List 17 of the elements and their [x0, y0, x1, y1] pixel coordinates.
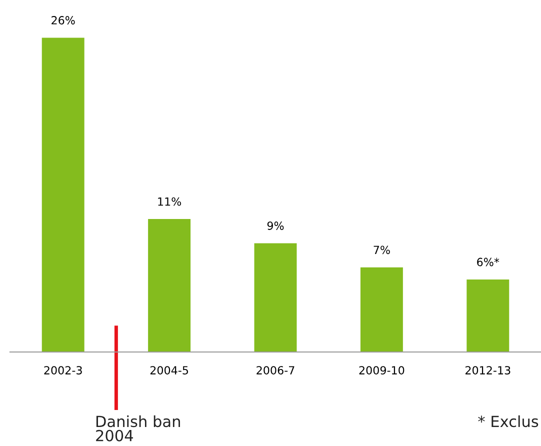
- text: * Exclus: [478, 415, 538, 428]
- bar: [42, 38, 84, 352]
- bar: [360, 267, 403, 352]
- bar: [148, 219, 191, 352]
- data-label: 11%: [158, 197, 182, 206]
- text: Danish ban 2004: [96, 415, 180, 442]
- data-label: 7%: [374, 246, 390, 254]
- bar: [466, 279, 510, 352]
- x-tick-label: 2012-13: [466, 366, 510, 374]
- x-tick-label: 2002-3: [44, 366, 82, 374]
- data-label: 26%: [52, 16, 75, 24]
- x-tick-label: 2004-5: [150, 366, 188, 374]
- x-tick-label: 2006-7: [256, 366, 294, 374]
- x-tick-label: 2009-10: [359, 366, 404, 374]
- data-label: 9%: [267, 222, 284, 230]
- data-label: 6%*: [477, 258, 500, 266]
- bar: [254, 243, 297, 352]
